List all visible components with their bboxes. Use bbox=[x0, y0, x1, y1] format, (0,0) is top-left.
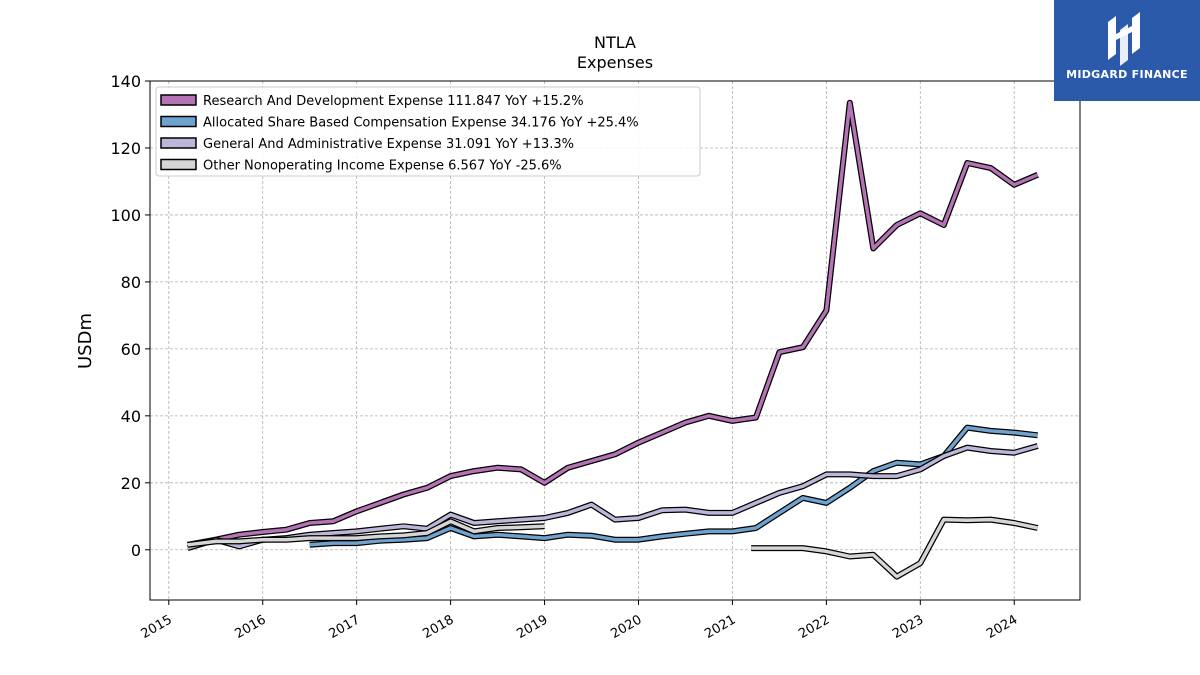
y-tick-label: 0 bbox=[131, 541, 141, 560]
y-tick-label: 40 bbox=[121, 407, 141, 426]
series-2-line bbox=[187, 444, 1039, 550]
x-tick-label: 2024 bbox=[984, 612, 1020, 642]
y-tick-label: 20 bbox=[121, 474, 141, 493]
x-tick-label: 2020 bbox=[608, 612, 644, 642]
legend-box bbox=[155, 86, 701, 177]
series-1-line bbox=[309, 425, 1038, 547]
y-tick-label: 120 bbox=[110, 139, 141, 158]
x-tick-label: 2022 bbox=[796, 612, 832, 642]
y-tick-label: 80 bbox=[121, 273, 141, 292]
midgard-logo-icon bbox=[1108, 12, 1140, 66]
legend-swatch bbox=[160, 137, 197, 149]
brand-logo-text: MIDGARD FINANCE bbox=[1066, 68, 1188, 81]
y-tick-label: 100 bbox=[110, 206, 141, 225]
series-3-line bbox=[187, 519, 545, 547]
legend-swatch bbox=[160, 158, 197, 171]
legend: Research And Development Expense 111.847… bbox=[155, 86, 701, 177]
x-tick-label: 2018 bbox=[420, 612, 456, 642]
x-tick-label: 2019 bbox=[514, 612, 550, 642]
y-tick-label: 60 bbox=[121, 340, 141, 359]
x-axis: 2015 2016 2017 2018 2019 2020 2021 2022 2023 2024 bbox=[139, 600, 1020, 642]
x-tick-label: 2016 bbox=[233, 612, 269, 642]
x-tick-label: 2023 bbox=[890, 612, 926, 642]
legend-label: Other Nonoperating Income Expense 6.567 … bbox=[203, 159, 562, 174]
legend-label: Allocated Share Based Compensation Expen… bbox=[203, 116, 639, 131]
legend-swatch bbox=[160, 94, 197, 106]
series-layer bbox=[186, 99, 1039, 580]
legend-label: Research And Development Expense 111.847… bbox=[203, 94, 584, 109]
series-0-line bbox=[187, 101, 1039, 547]
x-tick-label: 2021 bbox=[702, 612, 738, 642]
y-axis: 0 20 40 60 80 100 120 140 bbox=[110, 72, 150, 560]
x-tick-label: 2015 bbox=[139, 612, 175, 642]
chart-subtitle: Expenses bbox=[577, 53, 653, 72]
plot-frame bbox=[149, 80, 1081, 601]
x-tick-label: 2017 bbox=[327, 612, 363, 642]
y-tick-label: 140 bbox=[110, 72, 141, 91]
chart-title: NTLA bbox=[594, 33, 636, 52]
legend-label: General And Administrative Expense 31.09… bbox=[203, 137, 574, 152]
series-3-line bbox=[751, 517, 1039, 579]
legend-swatch bbox=[160, 115, 197, 128]
y-axis-label: USDm bbox=[75, 313, 96, 369]
